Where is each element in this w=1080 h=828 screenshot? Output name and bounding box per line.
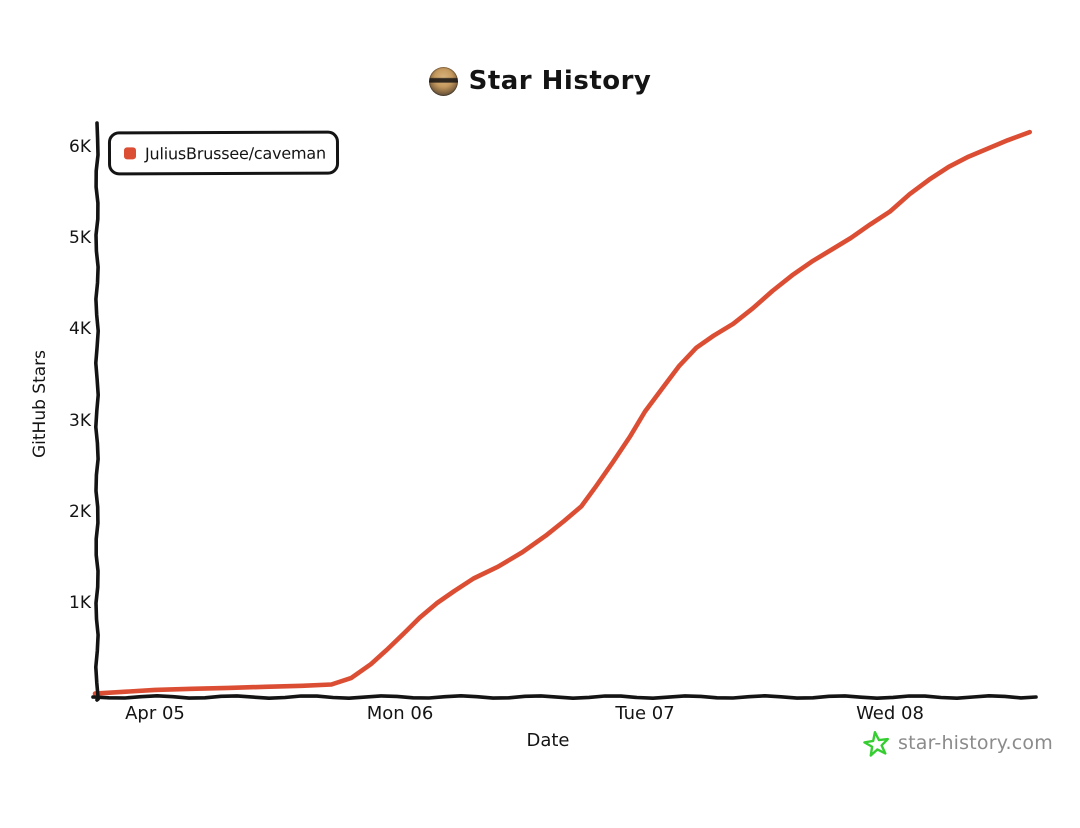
x-tick-label: Wed 08	[856, 703, 924, 724]
y-tick-label: 1K	[69, 593, 91, 614]
y-tick-label: 4K	[69, 319, 91, 340]
repo-owner-avatar	[428, 66, 458, 96]
y-axis-line	[94, 121, 100, 702]
y-axis-title: GitHub Stars	[30, 349, 50, 459]
legend: JuliusBrussee/caveman	[107, 130, 340, 176]
star-logo-icon	[863, 730, 890, 757]
legend-swatch	[123, 147, 137, 160]
y-tick-label: 2K	[69, 501, 91, 522]
chart-header: Star History	[0, 66, 1080, 96]
x-tick-label: Mon 06	[366, 703, 434, 724]
page-title: Star History	[468, 66, 652, 96]
legend-label: JuliusBrussee/caveman	[144, 143, 326, 163]
x-tick-label: Tue 07	[615, 703, 675, 724]
y-tick-label: 5K	[69, 228, 91, 248]
y-tick-label: 6K	[69, 136, 91, 157]
series-line	[92, 129, 1032, 696]
x-axis-line	[91, 694, 1038, 700]
y-tick-label: 3K	[69, 410, 91, 431]
watermark-text: star-history.com	[898, 732, 1053, 754]
x-axis-title: Date	[526, 730, 570, 751]
x-tick-label: Apr 05	[125, 703, 185, 724]
watermark-link[interactable]: star-history.com	[863, 726, 1053, 760]
